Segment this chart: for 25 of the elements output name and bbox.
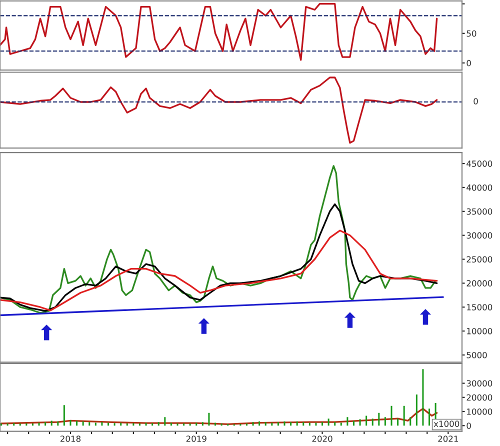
y-tick-label: 10000 — [467, 328, 492, 334]
line-series — [0, 3, 438, 61]
y-tick-label: 0 — [466, 422, 471, 429]
y-tick-label: 5000 — [466, 352, 487, 358]
annotation: ⬆ — [420, 309, 432, 325]
annotation: ⬆ — [41, 324, 52, 340]
x-tick-label: 2018 — [60, 436, 81, 442]
y-tick-label: 40000 — [466, 184, 492, 191]
y-tick-label: 10000 — [467, 408, 492, 415]
y-tick-label: 30000 — [466, 380, 492, 387]
y-tick-label: 20000 — [466, 394, 492, 401]
y-tick-label: 25000 — [466, 256, 492, 263]
x-tick-label: 2020 — [312, 436, 332, 442]
x-tick-label: 2021 — [438, 436, 458, 442]
x-tick-label: 2019 — [186, 436, 206, 442]
y-tick-label: 15000 — [467, 304, 492, 310]
annotation: ⬆ — [344, 312, 356, 328]
y-tick-label: 0 — [466, 60, 471, 66]
y-tick-label: 30000 — [466, 232, 492, 239]
annotation: ⬆ — [198, 318, 210, 334]
annotation: x1000 — [434, 420, 460, 427]
y-tick-label: 45000 — [466, 160, 492, 167]
y-tick-label: 50 — [466, 30, 476, 37]
y-tick-label: 20000 — [466, 280, 492, 286]
y-tick-label: 35000 — [466, 208, 492, 215]
